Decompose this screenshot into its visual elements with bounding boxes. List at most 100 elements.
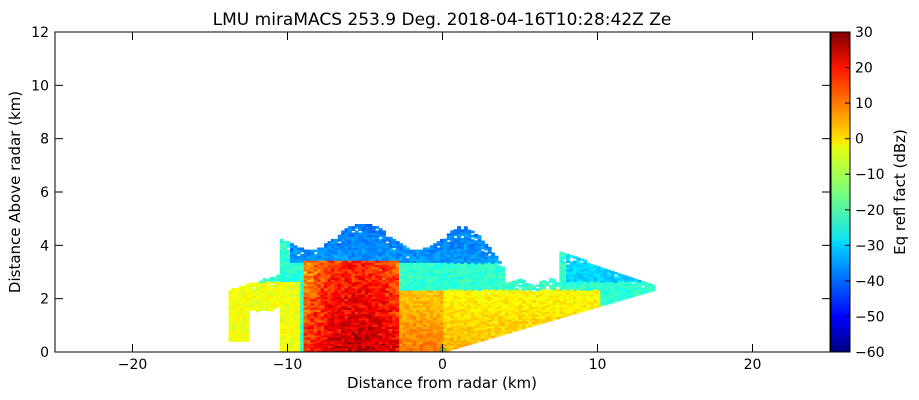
echo-cell [283,290,288,293]
echo-cell [402,343,407,347]
echo-cell [361,260,366,263]
echo-cell [440,243,444,246]
echo-cell [405,260,410,263]
echo-cell [354,292,359,295]
echo-cell [457,317,461,321]
echo-cell [559,298,564,302]
echo-cell [375,247,380,251]
echo-cell [395,241,400,244]
echo-cell [477,260,482,264]
echo-cell [426,273,431,276]
echo-cell [457,238,461,242]
echo-cell [344,311,349,315]
echo-cell [409,266,414,270]
echo-cell [508,302,513,306]
echo-cell [395,251,400,255]
echo-cell [460,246,465,250]
echo-cell [289,243,294,246]
echo-cell [347,311,352,315]
echo-cell [279,302,284,306]
echo-cell [313,273,318,276]
echo-cell [487,319,492,323]
echo-cell [487,336,492,340]
echo-cell [440,283,444,287]
echo-cell [474,253,479,256]
echo-cell [385,266,390,270]
echo-cell [358,249,363,253]
echo-cell [235,288,240,291]
echo-cell [491,327,496,330]
echo-cell [419,339,424,342]
echo-cell [392,345,397,349]
echo-cell [436,270,441,274]
echo-cell [395,262,400,266]
echo-cell [460,293,465,297]
echo-cell [324,292,328,295]
echo-cell [358,268,363,272]
echo-cell [491,322,496,326]
echo-cell [351,337,356,340]
echo-cell [371,315,376,319]
echo-cell [347,247,352,251]
echo-cell [576,261,581,265]
echo-cell [313,281,318,285]
colorbar-gradient [830,31,851,353]
echo-cell [586,273,591,277]
echo-cell [538,321,543,325]
echo-cell [358,232,363,236]
echo-cell [573,262,577,266]
echo-cell [470,341,475,345]
echo-cell [255,309,260,313]
echo-cell [351,292,356,295]
echo-cell [450,347,455,351]
echo-cell [324,273,328,276]
echo-cell [399,281,404,285]
echo-cell [593,265,598,268]
echo-cell [422,268,427,272]
echo-cell [412,288,417,291]
echo-cell [320,294,325,298]
echo-cell [320,292,325,295]
echo-cell [320,343,325,347]
echo-cell [385,326,390,330]
echo-cell [610,279,615,283]
echo-cell [508,296,513,300]
echo-cell [262,305,267,309]
echo-cell [245,317,250,321]
echo-cell [596,274,601,278]
echo-cell [337,343,342,347]
echo-cell [324,260,328,263]
echo-cell [327,332,332,336]
echo-cell [255,294,260,298]
echo-cell [484,307,489,311]
x-tick-label: −10 [273,357,303,373]
echo-cell [583,298,588,301]
echo-cell [433,322,438,325]
echo-cell [382,290,386,293]
echo-cell [457,320,461,323]
echo-cell [259,293,264,296]
echo-cell [354,273,359,276]
echo-cell [491,260,496,264]
echo-cell [460,269,465,273]
echo-cell [501,279,506,282]
echo-cell [259,282,264,286]
echo-cell [562,276,567,279]
echo-cell [446,342,451,345]
echo-cell [446,320,451,324]
echo-cell [385,279,390,283]
echo-cell [324,330,328,334]
echo-cell [501,294,506,297]
echo-cell [412,337,417,340]
echo-cell [368,270,373,274]
echo-cell [586,301,591,304]
echo-cell [347,270,352,274]
echo-cell [470,271,475,274]
echo-cell [429,320,434,323]
echo-cell [392,283,397,287]
echo-cell [371,283,376,287]
echo-cell [324,320,328,323]
echo-cell [255,288,260,291]
echo-cell [409,294,414,298]
echo-cell [382,251,386,255]
